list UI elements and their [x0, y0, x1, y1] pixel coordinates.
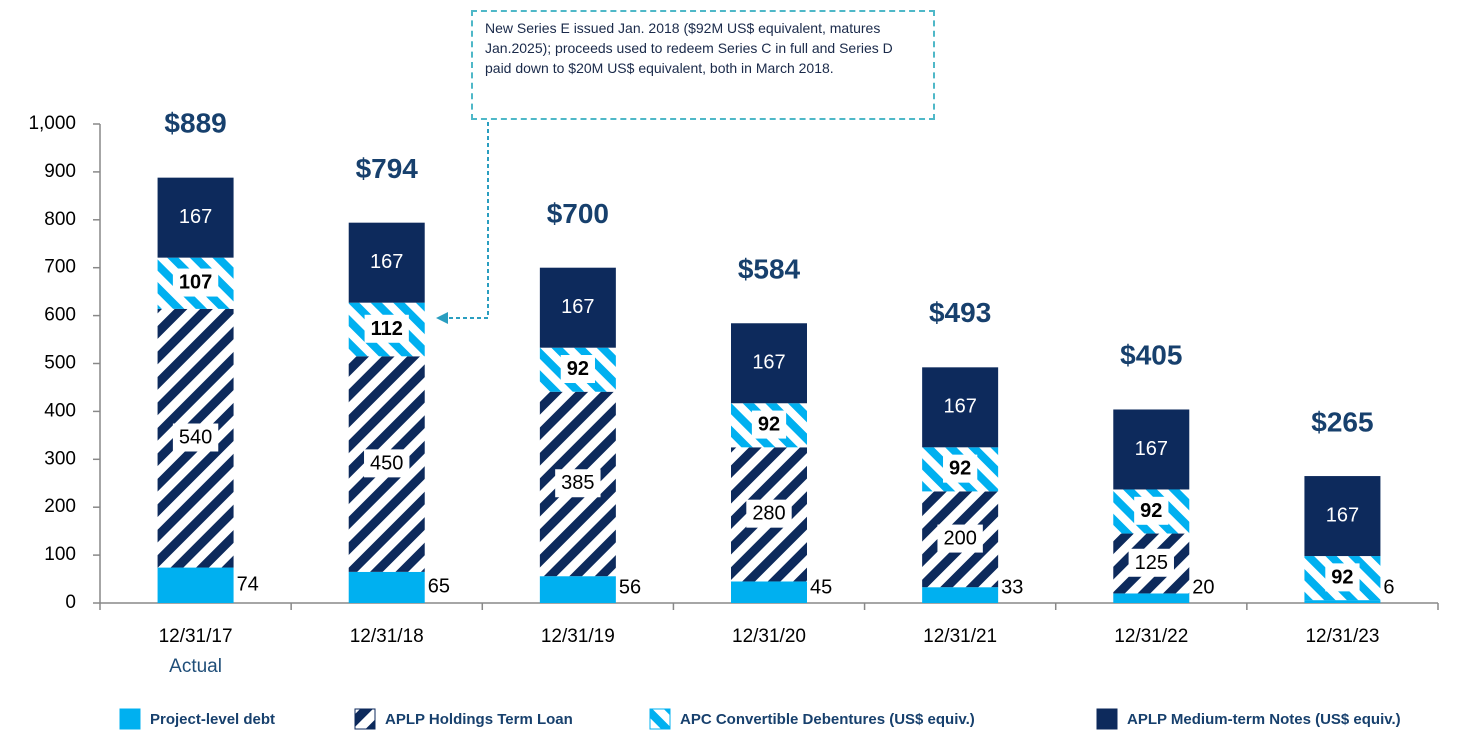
label-box [1325, 563, 1360, 592]
annotation: New Series E issued Jan. 2018 ($92M US$ … [471, 10, 935, 120]
y-tick-label: 100 [44, 544, 76, 565]
data-label: 540 [179, 427, 212, 449]
x-tick-label: 12/31/23 [1305, 626, 1379, 647]
data-label: 280 [752, 503, 785, 525]
label-box [1134, 496, 1169, 525]
data-label: 167 [1326, 504, 1359, 526]
legend-label: Project-level debt [150, 711, 275, 728]
data-label: 92 [567, 358, 589, 380]
total-label: $889 [164, 108, 226, 139]
label-box [1128, 548, 1174, 577]
bar-segment [731, 581, 807, 603]
bar-segment [539, 267, 616, 348]
data-label: 167 [179, 206, 212, 228]
total-label: $265 [1311, 406, 1373, 437]
x-tick-label: 12/31/19 [541, 626, 615, 647]
data-label: 92 [1331, 566, 1353, 588]
total-label: $794 [356, 153, 419, 184]
bar-segment [731, 323, 807, 404]
data-label: 92 [1140, 500, 1162, 522]
data-label: 92 [758, 414, 780, 436]
x-tick-label: 12/31/17 [159, 626, 233, 647]
y-tick-label: 700 [44, 257, 76, 278]
bar-segment [348, 222, 425, 303]
legend-swatch [649, 708, 671, 730]
data-label: 65 [428, 576, 450, 598]
legend-label: APC Convertible Debentures (US$ equiv.) [680, 711, 975, 728]
y-tick-label: 300 [44, 448, 76, 469]
data-label: 45 [810, 576, 832, 598]
data-label: 167 [1135, 438, 1168, 460]
data-label: 33 [1001, 576, 1023, 598]
x-tick-label: 12/31/22 [1114, 626, 1188, 647]
total-label: $700 [547, 198, 609, 229]
y-tick-label: 800 [44, 209, 76, 230]
legend-swatch [1096, 708, 1118, 730]
legend-swatch [119, 708, 141, 730]
bar-segment [157, 567, 234, 603]
label-box [943, 454, 978, 483]
y-tick-label: 600 [44, 305, 76, 326]
data-label: 125 [1135, 552, 1168, 574]
data-label: 56 [619, 576, 641, 598]
y-tick-label: 500 [44, 353, 76, 374]
label-box [172, 268, 219, 297]
data-label: 450 [370, 452, 403, 474]
legend-swatch [354, 708, 376, 730]
data-label: 200 [943, 528, 976, 550]
data-label: 20 [1192, 576, 1214, 598]
bar-segment [348, 571, 425, 603]
total-label: $493 [929, 297, 991, 328]
data-label: 167 [561, 296, 594, 318]
data-label: 112 [371, 318, 403, 340]
bar-segment [539, 576, 616, 603]
bar-segment [1113, 593, 1190, 603]
x-tick-label: 12/31/21 [923, 626, 997, 647]
data-label: 167 [752, 352, 785, 374]
legend-label: APLP Holdings Term Loan [385, 711, 573, 728]
total-label: $405 [1120, 339, 1182, 370]
y-tick-label: 0 [65, 592, 76, 613]
label-box [364, 449, 410, 478]
x-tick-sublabel: Actual [169, 656, 222, 677]
data-label: 385 [561, 472, 594, 494]
annotation-arrow [446, 122, 489, 319]
y-tick-label: 200 [44, 496, 76, 517]
label-box [751, 410, 787, 439]
bar-segment [922, 367, 999, 448]
x-tick-label: 12/31/18 [350, 626, 424, 647]
bar-segment [1304, 476, 1381, 557]
label-box [555, 469, 601, 498]
label-box [937, 524, 983, 553]
label-box [746, 499, 792, 528]
data-label: 167 [370, 251, 403, 273]
y-tick-label: 900 [44, 161, 76, 182]
bar-segment [1304, 600, 1381, 603]
label-box [172, 423, 219, 452]
arrow-head [436, 312, 448, 324]
data-label: 6 [1383, 576, 1394, 598]
data-label: 74 [237, 574, 259, 596]
label-box [560, 355, 595, 384]
y-tick-label: 1,000 [28, 113, 76, 134]
label-box [364, 314, 409, 343]
y-tick-label: 400 [44, 400, 76, 421]
data-label: 107 [179, 272, 212, 294]
total-label: $584 [738, 254, 801, 285]
x-tick-label: 12/31/20 [732, 626, 806, 647]
bar-segment [157, 177, 234, 258]
legend-label: APLP Medium-term Notes (US$ equiv.) [1127, 711, 1401, 728]
data-label: 92 [949, 458, 971, 480]
bar-segment [922, 587, 999, 603]
bar-segment [1113, 409, 1190, 490]
data-label: 167 [943, 396, 976, 418]
